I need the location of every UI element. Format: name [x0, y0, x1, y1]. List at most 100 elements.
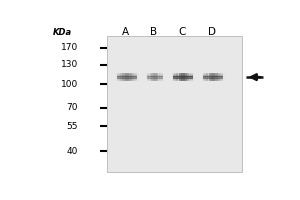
- Bar: [173, 80, 193, 81]
- Bar: [173, 78, 193, 79]
- Text: B: B: [150, 27, 157, 37]
- Bar: [181, 73, 183, 81]
- Bar: [155, 73, 157, 81]
- Bar: [117, 78, 137, 79]
- Bar: [173, 73, 193, 74]
- Bar: [120, 73, 122, 81]
- Bar: [173, 78, 193, 79]
- Bar: [173, 76, 193, 77]
- Bar: [202, 80, 224, 81]
- Bar: [173, 80, 193, 81]
- Text: 70: 70: [67, 103, 78, 112]
- Bar: [117, 76, 137, 77]
- Bar: [117, 77, 137, 78]
- Bar: [147, 80, 163, 81]
- Bar: [173, 79, 193, 80]
- Bar: [159, 73, 160, 81]
- Bar: [160, 73, 162, 81]
- Bar: [202, 76, 224, 77]
- Bar: [136, 73, 139, 81]
- Bar: [202, 73, 224, 74]
- Bar: [190, 73, 191, 81]
- Text: A: A: [122, 27, 129, 37]
- Bar: [202, 78, 224, 79]
- Bar: [204, 73, 206, 81]
- Bar: [117, 75, 137, 76]
- Text: C: C: [178, 27, 185, 37]
- Bar: [118, 73, 120, 81]
- Bar: [147, 79, 163, 80]
- Bar: [147, 78, 163, 79]
- Text: 170: 170: [61, 43, 78, 52]
- Text: KDa: KDa: [52, 28, 71, 37]
- Bar: [147, 74, 163, 75]
- Bar: [132, 73, 134, 81]
- Bar: [147, 77, 163, 78]
- Bar: [147, 73, 163, 74]
- Bar: [202, 73, 224, 74]
- Bar: [172, 73, 174, 81]
- Bar: [116, 73, 118, 81]
- Bar: [117, 78, 137, 79]
- Bar: [208, 73, 211, 81]
- Bar: [202, 73, 204, 81]
- Bar: [202, 74, 224, 75]
- Bar: [183, 73, 185, 81]
- Bar: [192, 73, 194, 81]
- Bar: [147, 80, 163, 81]
- Bar: [223, 73, 224, 81]
- Bar: [146, 73, 148, 81]
- Bar: [117, 80, 137, 81]
- Bar: [157, 73, 158, 81]
- Bar: [220, 73, 222, 81]
- Bar: [202, 76, 224, 77]
- Bar: [152, 73, 153, 81]
- Bar: [173, 73, 193, 74]
- Bar: [117, 73, 137, 74]
- Bar: [117, 73, 137, 74]
- Bar: [178, 73, 181, 81]
- Bar: [150, 73, 151, 81]
- Bar: [127, 73, 129, 81]
- Bar: [147, 73, 163, 74]
- Bar: [173, 74, 193, 75]
- Bar: [173, 75, 193, 76]
- Bar: [174, 73, 176, 81]
- Bar: [218, 73, 220, 81]
- Bar: [147, 76, 163, 77]
- Bar: [130, 73, 131, 81]
- Bar: [117, 76, 137, 77]
- Bar: [202, 80, 224, 81]
- Bar: [202, 77, 224, 78]
- Bar: [206, 73, 208, 81]
- Text: D: D: [208, 27, 216, 37]
- Bar: [211, 73, 213, 81]
- Bar: [147, 75, 163, 76]
- Bar: [202, 75, 224, 76]
- Text: 40: 40: [67, 147, 78, 156]
- Bar: [176, 73, 178, 81]
- Bar: [147, 76, 163, 77]
- Bar: [173, 77, 193, 78]
- Bar: [153, 73, 155, 81]
- Bar: [213, 73, 215, 81]
- Bar: [185, 73, 187, 81]
- Bar: [162, 73, 164, 81]
- Bar: [148, 73, 149, 81]
- Bar: [122, 73, 124, 81]
- Bar: [202, 78, 224, 79]
- Bar: [125, 73, 127, 81]
- Bar: [117, 79, 137, 80]
- Bar: [187, 73, 189, 81]
- Bar: [147, 78, 163, 79]
- Text: 100: 100: [61, 80, 78, 89]
- Bar: [202, 79, 224, 80]
- Bar: [134, 73, 136, 81]
- Text: 55: 55: [67, 122, 78, 131]
- Text: 130: 130: [61, 60, 78, 69]
- Bar: [215, 73, 217, 81]
- Bar: [173, 76, 193, 77]
- Bar: [107, 36, 242, 172]
- Bar: [117, 80, 137, 81]
- Bar: [117, 74, 137, 75]
